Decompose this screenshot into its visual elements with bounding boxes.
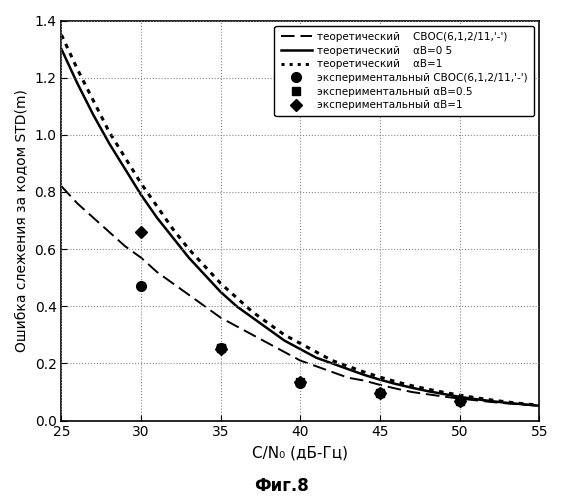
Legend: теоретический    СВОС(6,1,2/11,'-'), теоретический    αВ=0 5, теоретический    α: теоретический СВОС(6,1,2/11,'-'), теорет… (274, 26, 534, 117)
Text: Фиг.8: Фиг.8 (254, 477, 309, 495)
Y-axis label: Ошибка слежения за кодом STD(m): Ошибка слежения за кодом STD(m) (15, 89, 29, 352)
X-axis label: C/N₀ (дБ-Гц): C/N₀ (дБ-Гц) (252, 445, 348, 460)
